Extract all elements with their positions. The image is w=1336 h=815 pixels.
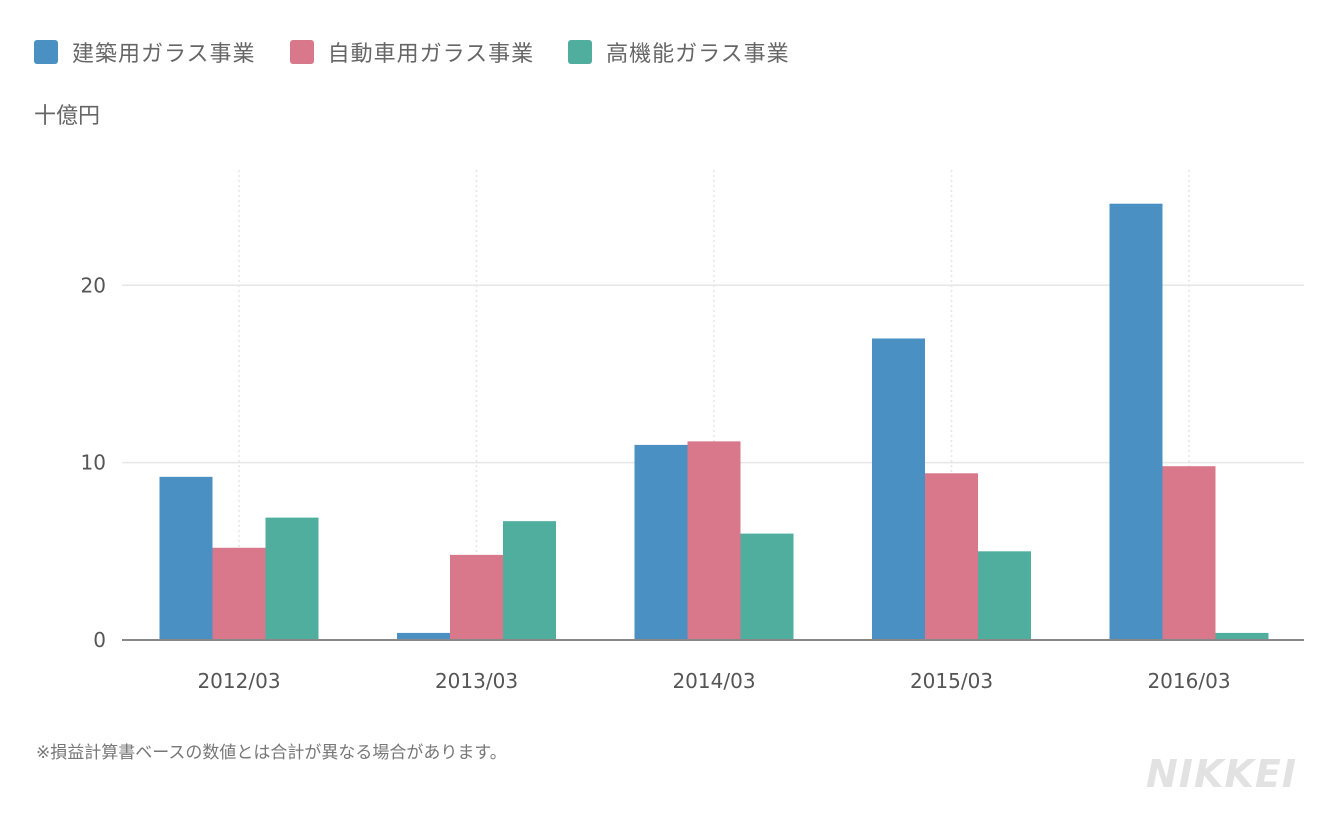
bar-functional-2013-03	[503, 521, 556, 640]
x-tick-label-2: 2014/03	[672, 669, 755, 693]
legend-label-functional: 高機能ガラス事業	[606, 42, 790, 67]
bar-building-2016-03	[1109, 203, 1163, 640]
nikkei-logo: NIKKEI	[1146, 752, 1297, 796]
legend-item-auto: 自動車用ガラス事業	[289, 36, 535, 68]
x-tick-label-4: 2016/03	[1147, 669, 1230, 693]
bar-auto-2013-03	[450, 554, 503, 640]
legend-swatch-building	[34, 40, 58, 64]
legend-item-functional: 高機能ガラス事業	[568, 36, 790, 68]
bar-building-2013-03	[397, 632, 450, 640]
legend-label-auto: 自動車用ガラス事業	[327, 42, 535, 67]
bar-building-2015-03	[872, 338, 925, 640]
bar-auto-2012-03	[212, 547, 266, 640]
bar-auto-2014-03	[687, 441, 741, 640]
x-tick-label-0: 2012/03	[197, 669, 280, 693]
bars	[159, 203, 1269, 640]
y-axis-unit-label: 十億円	[34, 104, 101, 129]
legend-swatch-auto	[289, 40, 314, 64]
y-tick-label-20: 20	[81, 273, 106, 297]
bar-functional-2016-03	[1215, 632, 1269, 640]
tick-labels: 0 10 20 2012/03 2013/03 2014/03 2015/03 2016/03	[81, 273, 1231, 693]
x-tick-label-3: 2015/03	[910, 669, 993, 693]
chart-legend: 建築用ガラス事業 自動車用ガラス事業 高機能ガラス事業	[34, 36, 790, 68]
legend-item-building: 建築用ガラス事業	[34, 36, 256, 68]
bar-building-2014-03	[634, 444, 688, 640]
y-tick-label-10: 10	[81, 451, 106, 475]
y-tick-label-0: 0	[93, 628, 106, 652]
bar-auto-2015-03	[925, 473, 978, 640]
legend-label-building: 建築用ガラス事業	[72, 42, 256, 67]
legend-swatch-functional	[568, 40, 593, 64]
footnote: ※損益計算書ベースの数値とは合計が異なる場合があります。	[36, 743, 507, 763]
bar-building-2012-03	[159, 476, 213, 640]
bar-functional-2012-03	[265, 517, 319, 640]
x-tick-label-1: 2013/03	[435, 669, 518, 693]
bar-functional-2014-03	[740, 533, 794, 640]
bar-functional-2015-03	[978, 551, 1031, 640]
bar-auto-2016-03	[1162, 466, 1216, 640]
